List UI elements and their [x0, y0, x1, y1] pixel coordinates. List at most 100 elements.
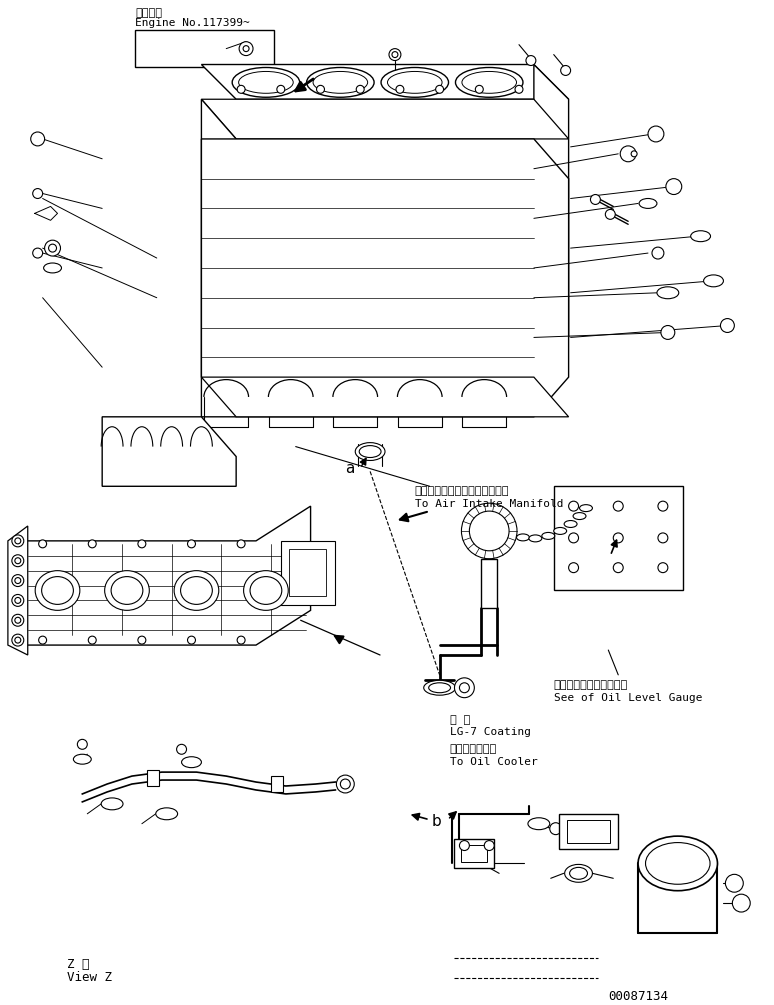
Circle shape [237, 85, 245, 93]
Text: 塗 布: 塗 布 [450, 715, 470, 725]
Circle shape [12, 575, 24, 587]
Circle shape [605, 209, 615, 219]
Ellipse shape [690, 231, 711, 241]
Circle shape [12, 614, 24, 626]
Polygon shape [22, 507, 310, 645]
Bar [135, 30, 274, 67]
Circle shape [15, 637, 21, 643]
Polygon shape [201, 139, 569, 417]
Circle shape [550, 823, 562, 834]
Circle shape [631, 151, 637, 157]
Ellipse shape [313, 71, 368, 93]
Circle shape [721, 319, 735, 333]
Circle shape [49, 244, 57, 252]
Polygon shape [534, 64, 569, 338]
Circle shape [239, 41, 253, 55]
Circle shape [277, 85, 285, 93]
Circle shape [237, 636, 245, 644]
Text: To Air Intake Manifold: To Air Intake Manifold [415, 499, 563, 510]
Ellipse shape [528, 818, 550, 830]
Circle shape [461, 504, 517, 559]
Circle shape [12, 595, 24, 606]
Ellipse shape [174, 571, 219, 610]
Circle shape [515, 85, 523, 93]
Circle shape [652, 247, 664, 259]
Polygon shape [201, 99, 569, 139]
Ellipse shape [638, 836, 717, 890]
Ellipse shape [646, 842, 710, 884]
Ellipse shape [101, 798, 123, 810]
Ellipse shape [180, 577, 212, 604]
Circle shape [460, 682, 469, 692]
Ellipse shape [542, 533, 555, 540]
Circle shape [88, 636, 96, 644]
Bar [281, 541, 335, 605]
Circle shape [15, 597, 21, 603]
Ellipse shape [429, 682, 450, 692]
Circle shape [12, 535, 24, 547]
Circle shape [475, 85, 483, 93]
Ellipse shape [516, 534, 529, 541]
Circle shape [613, 533, 623, 543]
Circle shape [39, 540, 46, 548]
Bar [461, 844, 488, 862]
Circle shape [613, 501, 623, 512]
Polygon shape [201, 99, 236, 417]
Ellipse shape [74, 754, 91, 764]
Circle shape [460, 840, 469, 850]
Circle shape [560, 65, 570, 75]
Polygon shape [102, 417, 236, 486]
Text: オイルクーラヘ: オイルクーラヘ [450, 745, 497, 755]
Circle shape [15, 617, 21, 623]
Circle shape [661, 326, 675, 340]
Ellipse shape [455, 67, 523, 97]
Circle shape [12, 634, 24, 646]
Bar [559, 814, 618, 848]
Ellipse shape [381, 67, 448, 97]
Circle shape [389, 48, 401, 60]
Ellipse shape [35, 571, 80, 610]
Circle shape [33, 248, 43, 258]
Circle shape [337, 775, 354, 793]
Text: 適用号機: 適用号機 [135, 8, 162, 18]
Circle shape [15, 538, 21, 544]
Circle shape [341, 779, 351, 789]
Text: Engine No.117399~: Engine No.117399~ [135, 18, 250, 28]
Ellipse shape [462, 71, 516, 93]
Circle shape [526, 55, 536, 65]
Text: To Oil Cooler: To Oil Cooler [450, 757, 537, 767]
Circle shape [356, 85, 365, 93]
Circle shape [176, 745, 187, 754]
Text: エアーインテークマニホルドヘ: エアーインテークマニホルドヘ [415, 486, 509, 496]
Circle shape [658, 533, 668, 543]
Circle shape [396, 85, 404, 93]
Ellipse shape [42, 577, 74, 604]
Text: オイルレベルゲージ参照: オイルレベルゲージ参照 [553, 679, 628, 689]
Text: Z 視: Z 視 [67, 958, 90, 971]
Circle shape [45, 240, 60, 256]
Circle shape [317, 85, 324, 93]
Circle shape [138, 540, 146, 548]
Ellipse shape [570, 867, 587, 879]
Ellipse shape [573, 513, 586, 520]
Circle shape [620, 146, 636, 162]
Circle shape [666, 179, 682, 195]
Ellipse shape [111, 577, 143, 604]
Circle shape [732, 894, 750, 913]
Ellipse shape [657, 286, 679, 298]
Bar [454, 838, 494, 868]
Circle shape [15, 558, 21, 564]
Bar [567, 820, 610, 842]
Text: a: a [345, 461, 354, 476]
Text: 00087134: 00087134 [608, 991, 668, 1003]
Circle shape [88, 540, 96, 548]
Ellipse shape [156, 808, 177, 820]
Ellipse shape [704, 275, 724, 286]
Polygon shape [8, 526, 28, 655]
Ellipse shape [307, 67, 374, 97]
Circle shape [469, 512, 509, 551]
Circle shape [591, 195, 601, 204]
Circle shape [33, 189, 43, 198]
Circle shape [237, 540, 245, 548]
Circle shape [77, 740, 87, 750]
